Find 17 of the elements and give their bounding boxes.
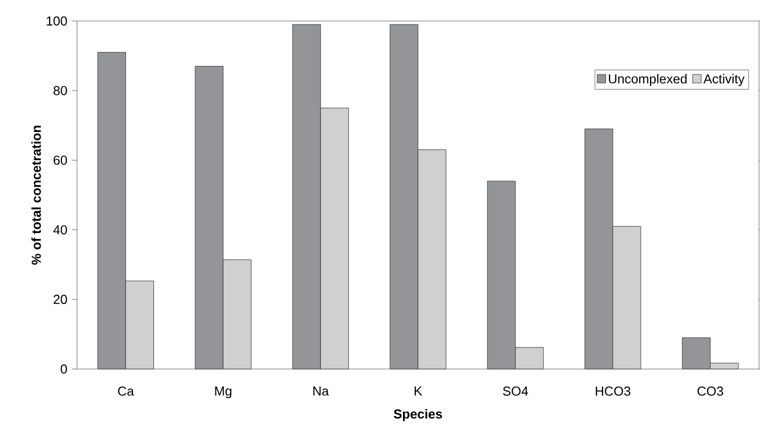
y-tick-label: 60 <box>54 156 67 165</box>
x-tick-label: Mg <box>215 386 232 398</box>
y-tick-label: 100 <box>46 16 67 26</box>
x-tick-label: Ca <box>118 386 134 396</box>
y-tick-label: 20 <box>54 294 67 304</box>
x-tick-label: HCO3 <box>596 386 630 396</box>
x-tick-label: CO3 <box>698 386 724 396</box>
x-tick-label: Na <box>313 386 329 396</box>
x-tick-label: K <box>414 386 422 396</box>
y-tick-label: 40 <box>53 225 67 234</box>
legend-label: Activity <box>703 74 745 86</box>
x-axis-title: Species <box>394 409 442 422</box>
legend-label: Uncomplexed <box>608 74 687 86</box>
y-tick-label: 0 <box>60 364 67 374</box>
y-axis-title: % of total concetration <box>31 126 41 265</box>
y-tick-label: 80 <box>54 86 67 96</box>
x-tick-label: SO4 <box>503 386 528 396</box>
